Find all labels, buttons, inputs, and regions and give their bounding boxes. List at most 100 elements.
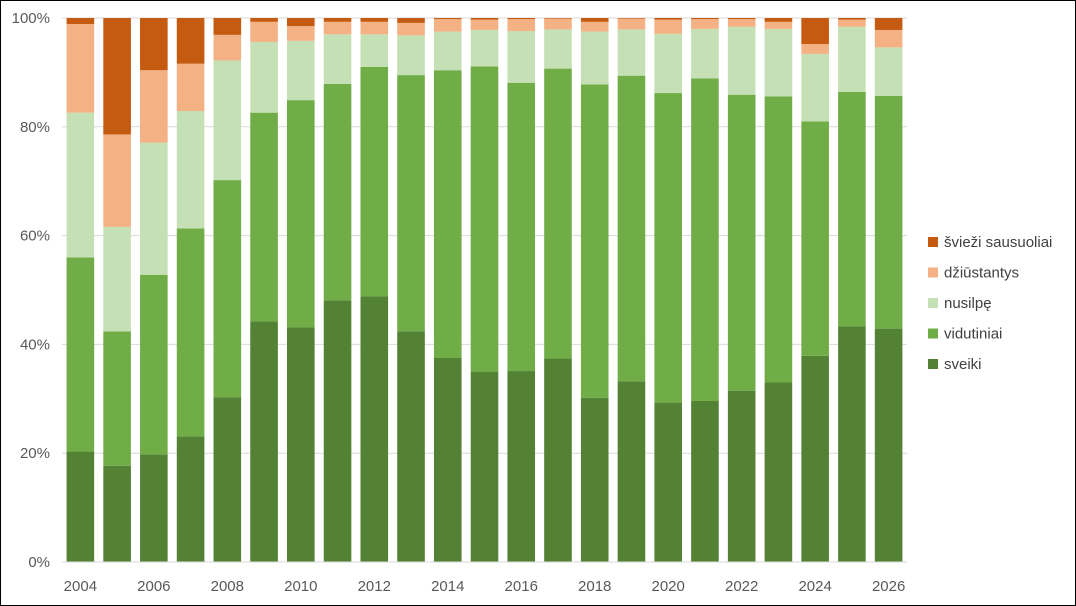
bar-segment <box>617 29 646 76</box>
bar-stack-2025 <box>838 18 866 562</box>
bar-segment <box>176 63 205 112</box>
x-tick-label: 2016 <box>505 578 538 595</box>
legend-swatch <box>928 237 938 247</box>
bar-segment <box>213 180 242 398</box>
bar-segment <box>507 371 536 562</box>
bar-segment <box>691 400 719 562</box>
bar-segment <box>691 28 719 79</box>
bar-segment <box>801 18 829 45</box>
bar-segment <box>397 22 425 36</box>
bar-segment <box>580 18 609 22</box>
bar-stack-2019 <box>617 18 646 562</box>
bar-stack-2010 <box>287 18 315 562</box>
bar-segment <box>433 70 462 358</box>
bar-segment <box>801 355 829 562</box>
bar-segment <box>103 226 131 332</box>
bar-stack-2014 <box>433 18 462 562</box>
bar-segment <box>507 18 536 20</box>
bar-segment <box>838 91 866 327</box>
x-tick-label: 2010 <box>284 578 317 595</box>
bar-stack-2024 <box>801 18 829 562</box>
bar-segment <box>617 75 646 382</box>
bar-segment <box>727 19 756 27</box>
bar-segment <box>580 397 609 562</box>
bar-segment <box>544 29 572 69</box>
bar-segment <box>360 18 389 22</box>
bar-segment <box>470 19 499 30</box>
bar-segment <box>140 70 168 143</box>
bar-segment <box>764 18 793 22</box>
legend-label: nusilpę <box>944 295 992 312</box>
x-tick-label: 2026 <box>872 578 905 595</box>
x-tick-label: 2004 <box>64 578 97 595</box>
bar-segment <box>360 34 389 67</box>
legend-item: nusilpę <box>928 295 992 312</box>
bar-stack-2023 <box>764 18 793 562</box>
bar-segment <box>103 134 131 227</box>
bar-segment <box>397 35 425 76</box>
bar-segment <box>66 23 95 113</box>
bar-segment <box>103 465 131 562</box>
bar-segment <box>213 18 242 35</box>
x-tick-label: 2008 <box>211 578 244 595</box>
legend-label: sveiki <box>944 356 982 373</box>
y-tick-label: 80% <box>20 119 50 136</box>
legend: švieži sausuoliai džiūstantys nusilpę vidut… <box>928 234 1052 373</box>
bar-segment <box>544 18 572 19</box>
bar-segment <box>801 121 829 356</box>
bar-segment <box>287 18 315 27</box>
bar-segment <box>287 100 315 328</box>
bar-segment <box>213 60 242 181</box>
bar-stack-2016 <box>507 18 536 562</box>
bar-segment <box>544 68 572 359</box>
bar-stack-2009 <box>250 18 278 562</box>
bar-segment <box>213 34 242 61</box>
bar-segment <box>103 331 131 466</box>
y-tick-label: 20% <box>20 445 50 462</box>
bar-segment <box>66 257 95 452</box>
bar-segment <box>764 28 793 97</box>
bar-segment <box>580 31 609 85</box>
bar-segment <box>654 93 682 403</box>
bar-stack-2012 <box>360 18 389 562</box>
bar-segment <box>287 40 315 101</box>
bar-segment <box>874 29 903 48</box>
bar-segment <box>838 19 866 27</box>
bar-segment <box>654 18 682 20</box>
bar-segment <box>176 18 205 64</box>
bar-segment <box>250 41 278 113</box>
x-tick-label: 2020 <box>652 578 685 595</box>
legend-item: džiūstantys <box>928 265 1019 282</box>
legend-swatch <box>928 298 938 308</box>
bar-segment <box>213 397 242 562</box>
x-tick-label: 2014 <box>431 578 464 595</box>
y-tick-label: 60% <box>20 228 50 245</box>
bar-stack-2007 <box>176 18 205 562</box>
bar-segment <box>617 18 646 19</box>
bar-segment <box>470 29 499 67</box>
legend-label: švieži sausuoliai <box>944 234 1052 251</box>
bar-stack-2015 <box>470 18 499 562</box>
bar-segment <box>470 371 499 562</box>
bar-segment <box>691 19 719 29</box>
bar-segment <box>287 327 315 562</box>
bar-stack-2020 <box>654 18 682 562</box>
bar-segment <box>764 21 793 29</box>
bar-segment <box>250 21 278 42</box>
bar-segment <box>250 18 278 22</box>
bar-segment <box>140 142 168 275</box>
bar-segment <box>176 228 205 437</box>
bar-segment <box>727 390 756 562</box>
bar-segment <box>580 21 609 32</box>
bar-segment <box>433 18 462 20</box>
legend-item: sveiki <box>928 356 982 373</box>
bar-segment <box>764 382 793 562</box>
bar-stack-2008 <box>213 18 242 562</box>
bar-segment <box>323 21 352 35</box>
bar-segment <box>838 26 866 92</box>
bar-segment <box>140 274 168 455</box>
x-tick-label: 2018 <box>578 578 611 595</box>
bar-segment <box>470 66 499 372</box>
bar-segment <box>360 296 389 562</box>
bar-segment <box>691 78 719 401</box>
